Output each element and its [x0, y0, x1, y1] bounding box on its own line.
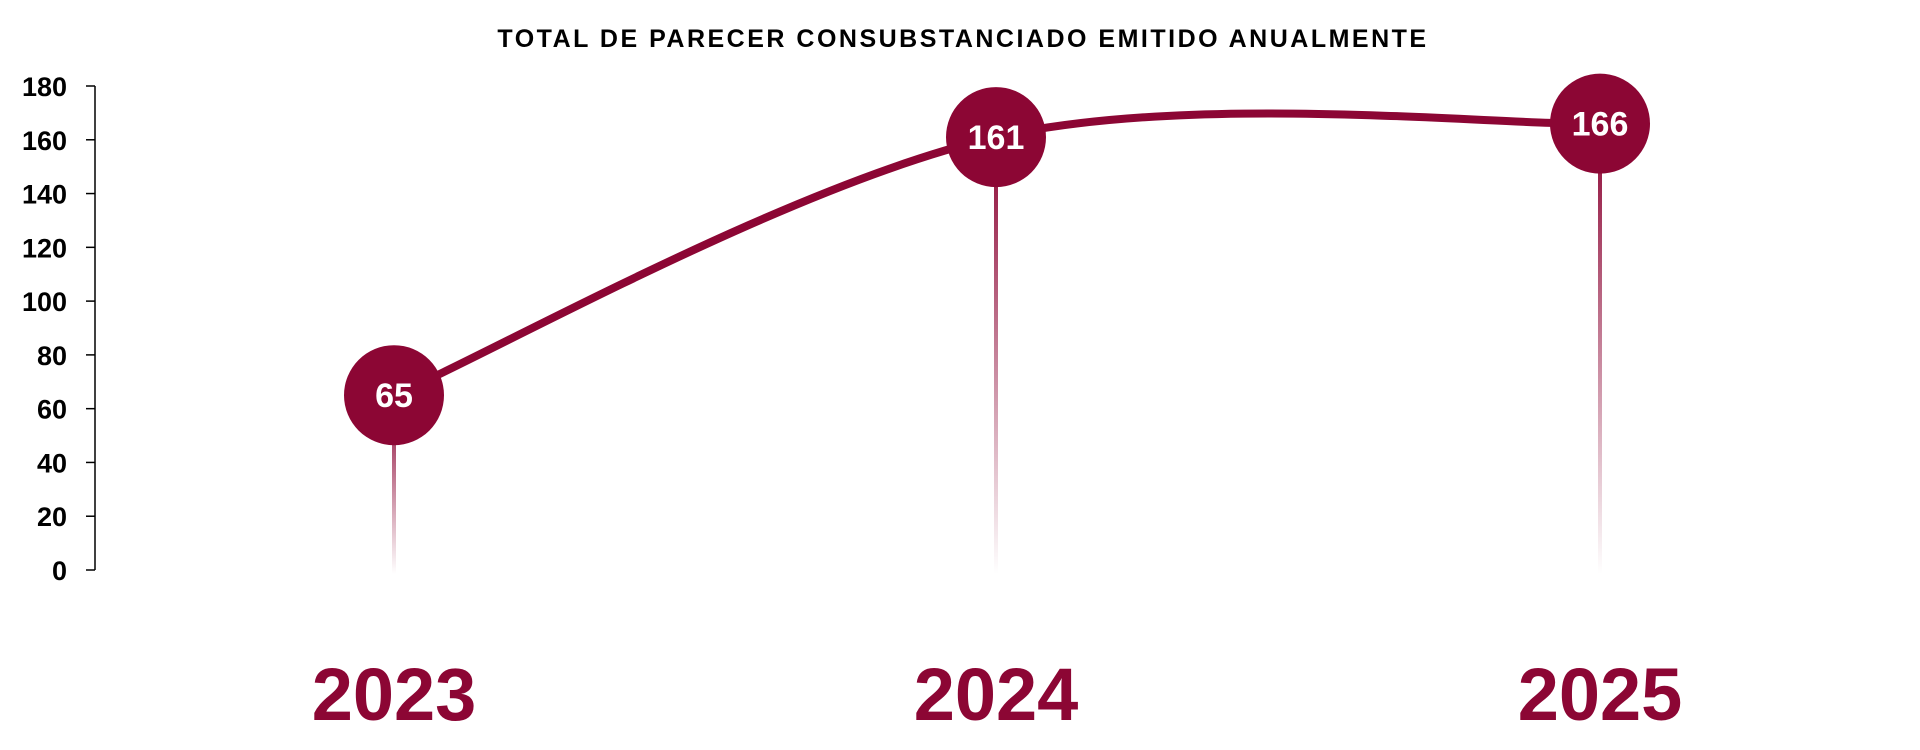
data-points: 65 161 166 — [344, 73, 1650, 446]
stem-2024 — [994, 137, 998, 575]
chart-title: TOTAL DE PARECER CONSUBSTANCIADO EMITIDO… — [497, 25, 1428, 53]
x-label-2024: 2024 — [914, 653, 1079, 736]
stem-2023 — [392, 395, 396, 574]
y-tick-label: 120 — [22, 233, 67, 263]
y-axis: 0 20 40 60 80 100 120 140 160 180 — [22, 72, 96, 586]
y-tick-label: 60 — [37, 395, 67, 425]
x-label-2025: 2025 — [1518, 653, 1683, 736]
stems — [392, 123, 1602, 575]
x-axis-labels: 2023 2024 2025 — [312, 653, 1683, 736]
stem-2025 — [1598, 123, 1602, 575]
data-label-2023: 65 — [375, 377, 413, 415]
marker-2024 — [946, 87, 1046, 188]
data-label-2024: 161 — [968, 119, 1025, 157]
marker-2025 — [1550, 73, 1650, 174]
y-tick-label: 140 — [22, 180, 67, 210]
y-tick-label: 40 — [37, 448, 67, 478]
y-tick-label: 0 — [52, 556, 67, 586]
marker-2023 — [344, 345, 444, 446]
y-tick-label: 160 — [22, 126, 67, 156]
y-tick-label: 180 — [22, 72, 67, 102]
x-label-2023: 2023 — [312, 653, 477, 736]
data-label-2025: 166 — [1572, 106, 1629, 144]
y-tick-label: 80 — [37, 341, 67, 371]
y-tick-label: 100 — [22, 287, 67, 317]
y-tick-label: 20 — [37, 502, 67, 532]
